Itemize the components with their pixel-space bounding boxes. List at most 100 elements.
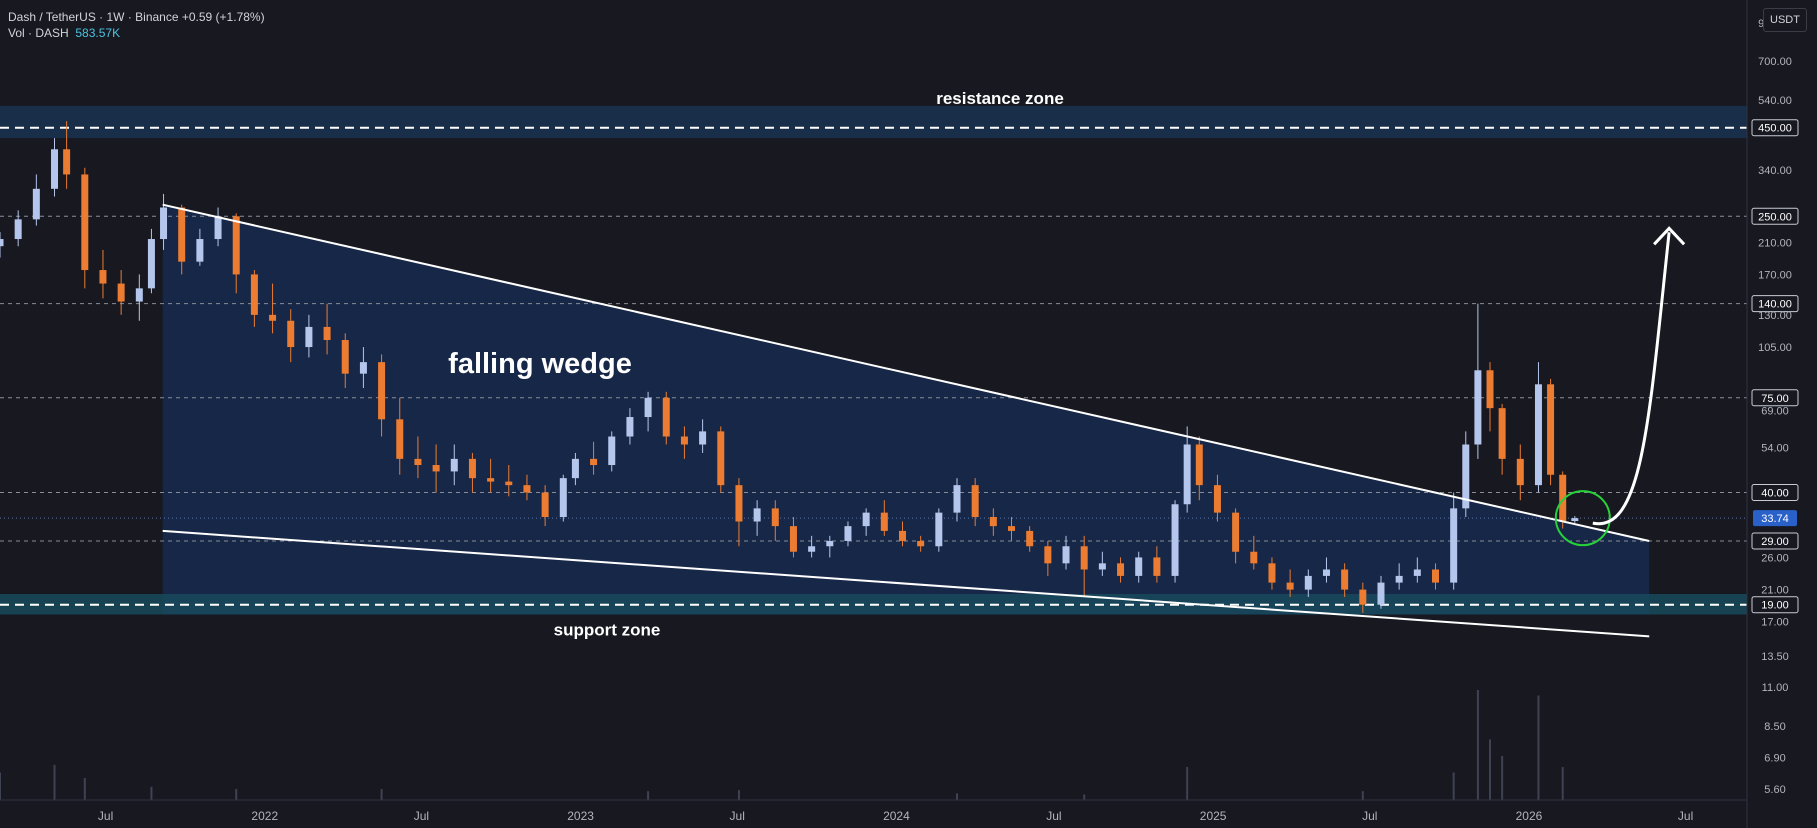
candle-body [590, 458, 598, 466]
y-tick-label: 17.00 [1761, 616, 1789, 628]
x-tick-label: 2022 [251, 809, 278, 823]
candle-body [468, 458, 476, 479]
candle-body [378, 362, 386, 420]
candle-body [14, 219, 22, 240]
y-tick-label: 13.50 [1761, 651, 1789, 663]
volume-bar [955, 793, 958, 800]
volume-bar [0, 772, 1, 800]
annotation-support: support zone [554, 621, 661, 640]
x-tick-label: 2026 [1516, 809, 1543, 823]
candle-body [99, 270, 107, 284]
candle-body [414, 458, 422, 466]
y-tick-label: 29.00 [1761, 536, 1789, 548]
price-change: +0.59 (+1.78%) [181, 10, 265, 24]
candle-body [789, 526, 797, 552]
candle-body [1171, 504, 1179, 576]
x-tick-label: 2025 [1200, 809, 1227, 823]
y-tick-label: 8.50 [1764, 721, 1785, 733]
x-tick-label: Jul [98, 809, 113, 823]
candle-body [898, 530, 906, 541]
y-tick-label: 450.00 [1758, 123, 1792, 135]
volume-bar [83, 778, 86, 800]
candle-body [1322, 569, 1330, 576]
candle-body [1304, 575, 1312, 590]
candle-body [1026, 530, 1034, 547]
volume-bar [1476, 690, 1479, 800]
candle-body [51, 149, 59, 189]
candle-body [269, 314, 277, 321]
volume-bar [1361, 791, 1364, 800]
candle-body [1474, 370, 1482, 445]
candle-body [147, 239, 155, 289]
candle-body [953, 485, 961, 513]
y-tick-label: 21.00 [1761, 585, 1789, 597]
highlight-circle [1554, 490, 1611, 547]
volume-bar [1083, 794, 1086, 800]
candle-body [523, 485, 531, 493]
wedge-lower-line [162, 529, 1650, 638]
candle-body [644, 397, 652, 418]
candle-body [1062, 546, 1070, 564]
candle-body [844, 526, 852, 541]
candle-body [63, 149, 71, 175]
candle-body [1195, 444, 1203, 486]
y-tick-label: 6.90 [1764, 752, 1785, 764]
candle-body [196, 239, 204, 262]
y-tick-label: 69.00 [1761, 405, 1789, 417]
candle-body [808, 546, 816, 552]
y-tick-label: 250.00 [1758, 211, 1792, 223]
x-tick-label: 2023 [567, 809, 594, 823]
candle-body [305, 326, 313, 348]
candle-body [1183, 444, 1191, 505]
candle-body [662, 397, 670, 437]
level-badge [1751, 389, 1799, 407]
x-tick-label: 2024 [883, 809, 910, 823]
candle-body [571, 458, 579, 479]
candle-body [250, 274, 258, 315]
volume-bar [647, 791, 650, 800]
x-tick-label: Jul [730, 809, 745, 823]
candle-body [1450, 508, 1458, 583]
volume-bar [1561, 767, 1564, 800]
volume-bar [1452, 772, 1455, 800]
candle-body [32, 188, 40, 220]
volume-bar [1489, 739, 1492, 800]
y-tick-label: 340.00 [1758, 165, 1792, 177]
volume-label: Vol · DASH [8, 26, 69, 40]
candle-body [826, 540, 834, 547]
candle-body [989, 516, 997, 527]
x-tick-label: Jul [1678, 809, 1693, 823]
candle-body [232, 216, 240, 275]
candle-body [917, 540, 925, 547]
candle-body [0, 239, 4, 247]
chart-header: Dash / TetherUS · 1W · Binance +0.59 (+1… [8, 9, 265, 41]
candle-body [1286, 582, 1294, 590]
candle-body [1498, 408, 1506, 459]
currency-button[interactable]: USDT [1763, 8, 1807, 32]
candle-body [505, 481, 513, 486]
last-price-label: 33.74 [1761, 513, 1789, 525]
candle-body [1377, 582, 1385, 605]
y-tick-label: 140.00 [1758, 299, 1792, 311]
candle-body [1571, 518, 1579, 522]
wedge-upper-line [162, 203, 1650, 542]
candle-body [1547, 384, 1555, 475]
candle-body [1462, 444, 1470, 509]
candle-body [771, 508, 779, 527]
y-tick-label: 19.00 [1761, 600, 1789, 612]
candle-body [626, 417, 634, 437]
candle-body [1117, 563, 1125, 576]
candle-body [1232, 512, 1240, 552]
level-badge [1751, 596, 1799, 614]
candle-body [1559, 474, 1567, 522]
level-badge [1751, 207, 1799, 225]
volume-bar [380, 789, 383, 800]
candle-body [1268, 563, 1276, 583]
volume-bar [737, 790, 740, 800]
annotation-resistance: resistance zone [936, 89, 1064, 108]
candle-body [1080, 546, 1088, 570]
candle-body [717, 431, 725, 486]
x-tick-label: Jul [1046, 809, 1061, 823]
candle-body [1213, 485, 1221, 513]
